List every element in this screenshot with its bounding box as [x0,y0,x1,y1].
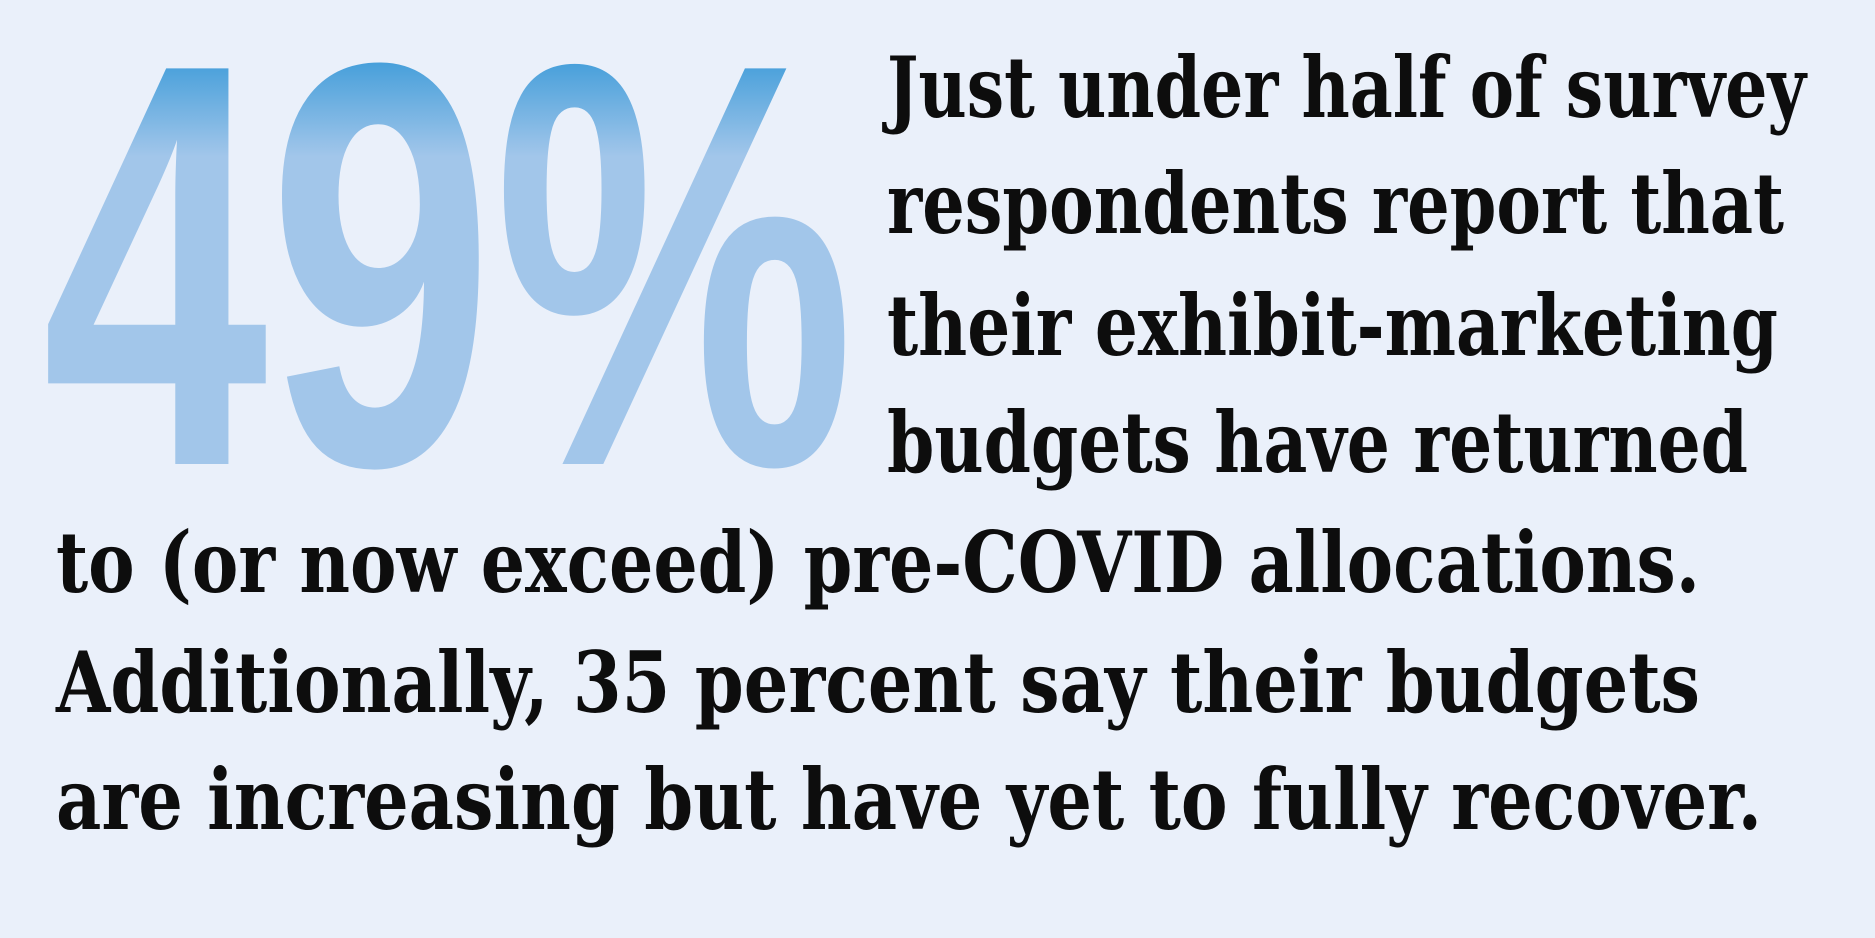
body-text: Just under half of survey respondents rep… [55,38,1808,849]
text-line: to (or now exceed) pre-COVID allocations… [56,513,1700,612]
text-line: Additionally, 35 percent say their budge… [55,633,1700,732]
text-line: respondents report that [887,154,1784,253]
text-line: Just under half of survey [881,38,1807,137]
text-line: their exhibit-marketing [887,276,1778,375]
text-line: budgets have returned [887,393,1748,492]
text-line: are increasing but have yet to fully rec… [56,750,1762,849]
big-stat: 49% [42,0,855,586]
